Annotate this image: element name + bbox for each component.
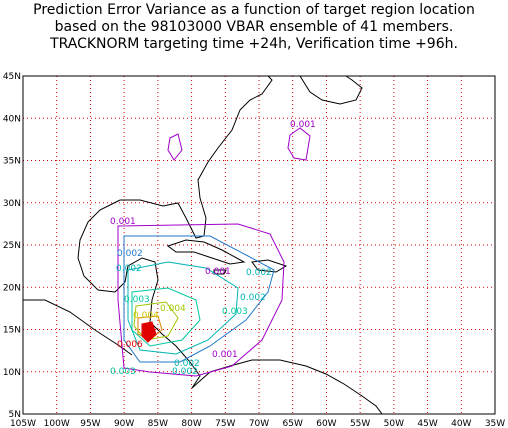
contour-label: 0.002 bbox=[116, 264, 142, 274]
y-axis-label: 30N bbox=[3, 199, 21, 209]
contour bbox=[117, 223, 285, 377]
contour-label: 0.001 bbox=[290, 120, 316, 130]
x-axis-label: 50W bbox=[384, 419, 404, 428]
x-axis-label: 95W bbox=[80, 419, 100, 428]
x-axis-label: 100W bbox=[44, 419, 70, 428]
contour-label: 0.001 bbox=[205, 267, 231, 277]
cuba bbox=[166, 239, 246, 265]
contour-label: 0.006 bbox=[117, 340, 143, 350]
grid bbox=[23, 76, 495, 414]
contour bbox=[131, 287, 201, 347]
title-line: based on the 98103000 VBAR ensemble of 4… bbox=[55, 19, 454, 35]
x-axis-label: 55W bbox=[350, 419, 370, 428]
contour bbox=[123, 235, 275, 363]
contour bbox=[137, 315, 163, 341]
y-axis-label: 25N bbox=[3, 241, 21, 251]
labels: Prediction Error Variance as a function … bbox=[3, 2, 505, 428]
x-axis-label: 35W bbox=[485, 419, 505, 428]
contour-label: 0.003 bbox=[222, 307, 248, 317]
us-coast bbox=[120, 75, 273, 239]
contour-label: 0.003 bbox=[124, 295, 150, 305]
title-line: TRACKNORM targeting time +24h, Verificat… bbox=[49, 36, 458, 52]
x-axis-label: 85W bbox=[148, 419, 168, 428]
x-axis-label: 75W bbox=[215, 419, 235, 428]
hispaniola bbox=[251, 259, 288, 273]
x-axis-label: 90W bbox=[114, 419, 134, 428]
y-axis-label: 20N bbox=[3, 283, 21, 293]
canada-coast bbox=[299, 75, 363, 105]
contour-label: 0.004 bbox=[133, 311, 159, 321]
y-axis-label: 10N bbox=[3, 368, 21, 378]
x-axis-label: 40W bbox=[451, 419, 471, 428]
contour bbox=[127, 261, 239, 355]
contour-label: 0.004 bbox=[160, 304, 186, 314]
y-axis-label: 40N bbox=[3, 114, 21, 124]
map-frame bbox=[22, 75, 496, 415]
y-axis-label: 5N bbox=[9, 410, 21, 420]
y-axis-label: 45N bbox=[3, 72, 21, 82]
x-axis-label: 45W bbox=[417, 419, 437, 428]
x-axis-label: 70W bbox=[249, 419, 269, 428]
contour-label: 0.002 bbox=[174, 359, 200, 369]
gulf-coast bbox=[23, 199, 201, 389]
y-axis-label: 35N bbox=[3, 157, 21, 167]
contour-label: 0.002 bbox=[240, 293, 266, 303]
contours bbox=[117, 127, 311, 377]
contour-label: 0.002 bbox=[172, 367, 198, 377]
contour-max bbox=[141, 321, 157, 343]
title-line: Prediction Error Variance as a function … bbox=[33, 2, 475, 18]
contour-label: 0.002 bbox=[246, 268, 272, 278]
contour bbox=[133, 301, 179, 341]
contour-label: 0.002 bbox=[117, 249, 143, 259]
contour-label: 0.003 bbox=[110, 367, 136, 377]
x-axis-label: 60W bbox=[316, 419, 336, 428]
x-axis-label: 65W bbox=[283, 419, 303, 428]
contour-label: 0.001 bbox=[110, 217, 136, 227]
x-axis-label: 105W bbox=[10, 419, 36, 428]
coastlines bbox=[23, 75, 383, 415]
x-axis-label: 80W bbox=[181, 419, 201, 428]
contour bbox=[167, 127, 311, 161]
contour-label: 0.001 bbox=[212, 350, 238, 360]
south-america bbox=[191, 359, 383, 415]
y-axis-label: 15N bbox=[3, 326, 21, 336]
